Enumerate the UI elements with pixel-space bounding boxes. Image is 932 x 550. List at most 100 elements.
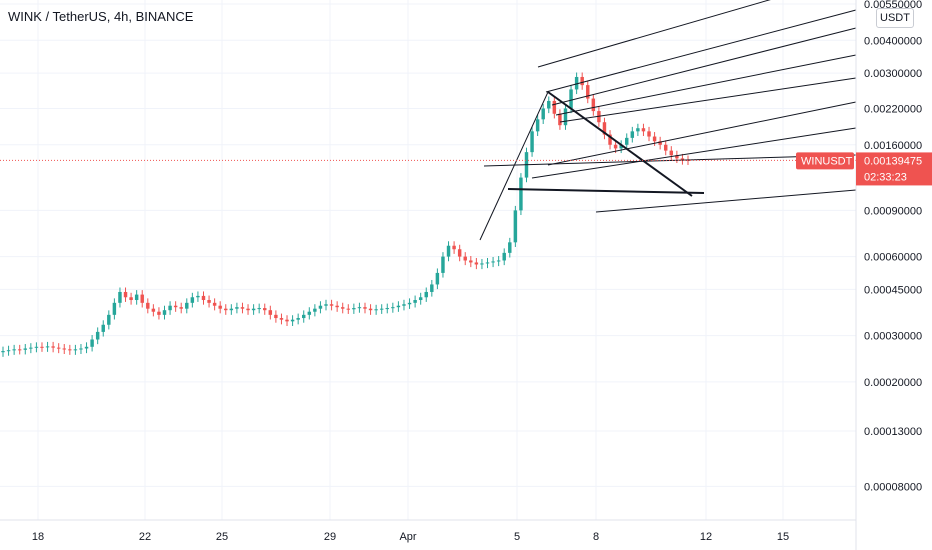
candle-body	[346, 308, 351, 310]
candle-body	[140, 294, 144, 303]
candle-body	[647, 131, 651, 137]
candle-body	[90, 339, 94, 347]
candle-body	[12, 349, 16, 351]
triangle-upper-line[interactable]	[547, 91, 693, 197]
candle-body	[602, 122, 607, 135]
candle-body	[446, 245, 451, 257]
trend-drawings[interactable]	[479, 0, 857, 241]
candle-body	[229, 308, 234, 311]
candle-body	[463, 256, 467, 261]
candle-body	[374, 309, 378, 311]
candle-body	[179, 307, 183, 309]
price-axis[interactable]: 0.00550000 0.00400000 0.00300000 0.00220000…	[855, 0, 922, 550]
candle-body	[625, 137, 629, 145]
y-tick-label: 0.00300000	[864, 68, 922, 80]
candle-body	[485, 262, 490, 264]
candle-body	[95, 331, 100, 340]
candle-body	[279, 318, 284, 320]
candle-body	[413, 300, 417, 303]
y-tick-label: 0.00013000	[864, 426, 922, 438]
x-tick-label: 12	[700, 531, 712, 543]
candle-body	[496, 260, 501, 262]
price-tag-value-bg	[856, 152, 932, 186]
candle-body	[73, 349, 78, 351]
pitchfork-line-4[interactable]	[559, 77, 857, 123]
candle-body	[469, 260, 473, 263]
candle-body	[240, 307, 245, 309]
pitchfork-line-2[interactable]	[551, 27, 857, 106]
candle-body	[190, 297, 195, 303]
candle-body	[185, 302, 189, 309]
candle-body	[686, 160, 690, 162]
x-tick-label: 29	[324, 531, 336, 543]
price-tag-symbol-bg	[796, 152, 854, 170]
candle-body	[535, 119, 540, 132]
pitchfork-line-5[interactable]	[547, 101, 857, 166]
candle-body	[302, 314, 306, 319]
candle-body	[357, 307, 362, 309]
triangle-lower-line[interactable]	[507, 188, 705, 194]
candle-body	[435, 272, 440, 285]
candle-body	[68, 349, 72, 351]
candle-body	[480, 263, 484, 265]
candle-body	[118, 291, 122, 303]
candle-body	[6, 350, 11, 352]
candle-body	[424, 291, 428, 298]
candle-body	[675, 155, 679, 159]
candle-body	[157, 311, 161, 315]
currency-button[interactable]: USDT	[876, 8, 914, 28]
candle-body	[658, 141, 662, 145]
candle-body	[268, 310, 273, 315]
y-tick-label: 0.00008000	[864, 481, 922, 493]
pitchfork-line-0[interactable]	[537, 0, 838, 68]
candle-body	[79, 348, 83, 350]
candle-body	[151, 308, 156, 312]
price-tag-symbol: WINUSDT	[801, 155, 853, 167]
candle-body	[552, 100, 557, 114]
candle-body	[56, 347, 61, 349]
pitchfork-line-1[interactable]	[545, 9, 857, 93]
candle-body	[173, 305, 178, 308]
pitchfork-line-6[interactable]	[531, 127, 857, 179]
candle-body	[474, 262, 479, 265]
candle-body	[630, 131, 635, 138]
x-tick-label: Apr	[399, 531, 416, 543]
candle-body	[641, 128, 646, 132]
candle-body	[307, 311, 312, 315]
candle-body	[363, 307, 367, 309]
time-axis[interactable]: 18 22 25 29 Apr 5 8 12 15	[0, 519, 856, 543]
candle-body	[430, 284, 434, 292]
candle-body	[134, 294, 139, 301]
y-tick-label: 0.00160000	[864, 140, 922, 152]
candle-body	[580, 76, 584, 86]
candle-body	[502, 252, 506, 261]
candle-body	[379, 308, 384, 310]
candle-body	[335, 305, 339, 308]
candle-body	[40, 346, 44, 348]
price-tag: WINUSDT 0.00139475 02:33:23	[796, 152, 932, 186]
candle-body	[586, 85, 590, 99]
candle-body	[107, 314, 111, 325]
pitchfork-handle[interactable]	[479, 91, 549, 241]
pitchfork-line-7[interactable]	[483, 154, 857, 167]
candle-body	[591, 98, 596, 112]
candle-body	[212, 302, 217, 306]
candle-body	[1, 351, 5, 353]
candle-body	[680, 158, 685, 161]
candle-body	[452, 245, 456, 250]
pitchfork-line-3[interactable]	[555, 54, 857, 116]
candle-body	[530, 131, 534, 153]
pitchfork-line-8[interactable]	[595, 189, 857, 213]
candle-body	[168, 305, 172, 311]
candle-body	[329, 304, 334, 306]
candle-body	[146, 302, 150, 309]
candle-body	[290, 319, 295, 322]
y-tick-label: 0.00060000	[864, 252, 922, 264]
candle-body	[274, 314, 278, 319]
candle-body	[51, 346, 55, 348]
candle-body	[34, 346, 39, 348]
candle-body	[207, 300, 211, 303]
candle-body	[457, 249, 462, 257]
candle-body	[218, 305, 222, 309]
